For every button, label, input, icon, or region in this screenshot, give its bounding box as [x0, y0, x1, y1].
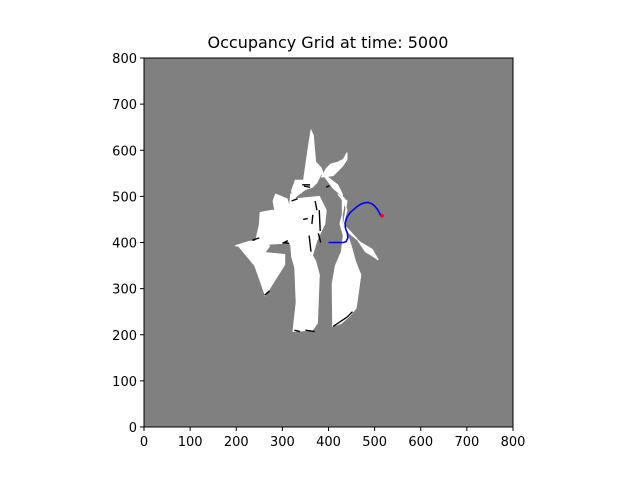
- x-tick-label: 700: [454, 435, 479, 450]
- x-tick-label: 500: [362, 435, 387, 450]
- y-tick-label: 600: [112, 144, 137, 159]
- occupied-cell-segment: [303, 185, 311, 188]
- y-tick-label: 700: [112, 98, 137, 113]
- chart-title: Occupancy Grid at time: 5000: [208, 33, 449, 52]
- y-tick-label: 800: [112, 52, 137, 67]
- free-space-region: [281, 193, 327, 333]
- y-axis: 0 100 200 300 400 500 600 700 800: [112, 52, 144, 436]
- occupied-cell-segment: [264, 290, 270, 296]
- y-tick-label: 100: [112, 375, 137, 390]
- occupied-cell-segment: [325, 185, 330, 188]
- x-tick-label: 300: [270, 435, 295, 450]
- x-tick-label: 400: [316, 435, 341, 450]
- y-tick-label: 400: [112, 237, 137, 252]
- x-tick-label: 200: [224, 435, 249, 450]
- occupied-cell-segment: [283, 241, 290, 245]
- x-tick-label: 0: [140, 435, 148, 450]
- trajectory-layer: [328, 201, 384, 244]
- occupied-cell-segment: [332, 316, 348, 328]
- free-space-layer: [235, 128, 379, 333]
- occupied-cell-segment: [318, 210, 321, 231]
- occupied-cell-segment: [302, 217, 308, 221]
- current-pose-marker: [380, 213, 384, 218]
- occupied-cell-segment: [291, 198, 298, 202]
- y-tick-label: 200: [112, 329, 137, 344]
- occupied-cells-layer: [252, 184, 353, 333]
- occupied-cell-segment: [314, 200, 318, 211]
- x-tick-label: 800: [501, 435, 526, 450]
- occupied-cell-segment: [294, 329, 301, 333]
- occupied-cell-segment: [305, 329, 315, 333]
- x-tick-label: 100: [178, 435, 203, 450]
- x-tick-label: 600: [408, 435, 433, 450]
- occupied-cell-segment: [308, 235, 312, 252]
- occupied-cell-segment: [317, 233, 322, 243]
- x-axis: 0 100 200 300 400 500 600 700 800: [140, 427, 526, 450]
- occupied-cell-segment: [252, 237, 260, 241]
- free-space-region: [291, 128, 362, 328]
- plot-area: [143, 57, 514, 428]
- robot-trajectory-line: [328, 201, 383, 244]
- y-tick-label: 300: [112, 283, 137, 298]
- free-space-region: [320, 152, 348, 178]
- occupied-cell-segment: [311, 214, 314, 225]
- occupied-cell-segment: [346, 311, 353, 318]
- y-tick-label: 500: [112, 190, 137, 205]
- y-tick-label: 0: [129, 421, 137, 436]
